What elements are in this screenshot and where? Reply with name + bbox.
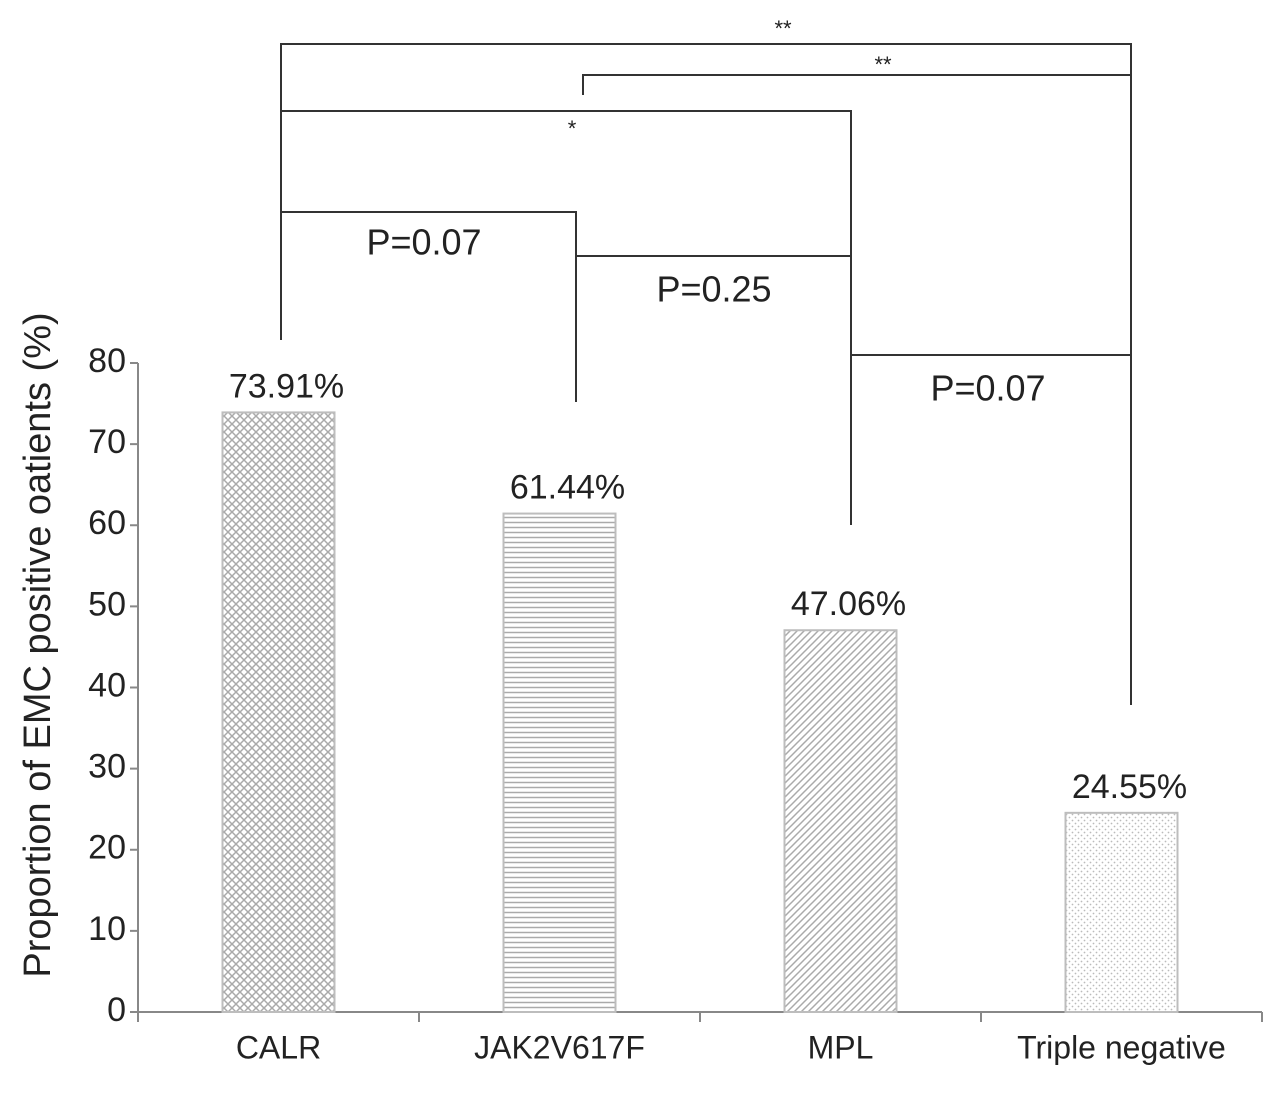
bar: [1064, 811, 1179, 1014]
y-tick-label: 60: [88, 504, 126, 542]
y-tick-label: 40: [88, 666, 126, 704]
x-tick-label: CALR: [236, 1029, 321, 1065]
y-axis-label: Proportion of EMC positive oatients (%): [17, 312, 59, 977]
x-tick-label: Triple negative: [1017, 1029, 1226, 1065]
value-label: 24.55%: [1072, 768, 1187, 806]
bar: [783, 629, 898, 1014]
bar: [502, 512, 617, 1013]
x-tick-label: MPL: [808, 1029, 874, 1065]
y-tick-label: 0: [107, 991, 126, 1029]
y-tick-label: 20: [88, 829, 126, 867]
bar: [221, 411, 336, 1013]
significance-label: P=0.25: [656, 269, 771, 310]
significance-bracket: [280, 110, 852, 525]
y-tick-label: 70: [88, 423, 126, 461]
y-tick-label: 10: [88, 910, 126, 948]
significance-label: **: [874, 52, 892, 77]
y-tick-label: 80: [88, 342, 126, 380]
y-tick-label: 30: [88, 748, 126, 786]
significance-label: **: [774, 16, 792, 41]
value-label: 47.06%: [791, 585, 906, 623]
value-label: 73.91%: [229, 367, 344, 405]
value-label: 61.44%: [510, 469, 625, 507]
y-tick-label: 50: [88, 585, 126, 623]
significance-bracket: [850, 354, 1132, 705]
x-tick-label: JAK2V617F: [474, 1029, 645, 1065]
significance-label: *: [568, 116, 577, 141]
significance-label: P=0.07: [366, 222, 481, 263]
significance-label: P=0.07: [930, 368, 1045, 409]
